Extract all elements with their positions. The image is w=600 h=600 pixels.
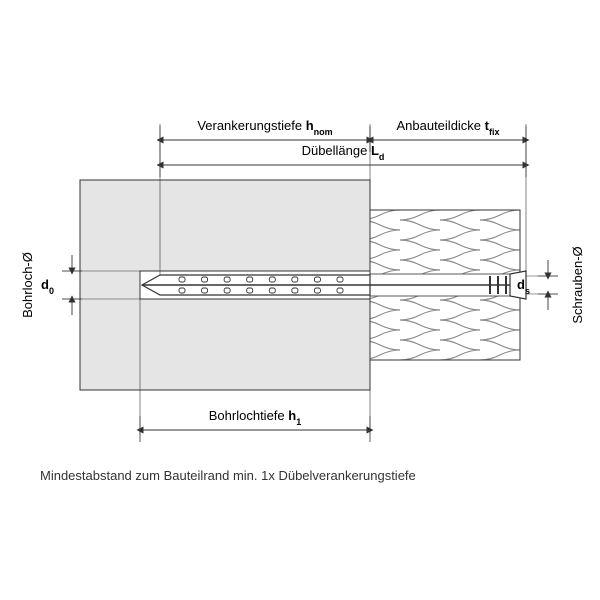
footnote: Mindestabstand zum Bauteilrand min. 1x D… xyxy=(40,468,416,483)
dim-ld: Dübellänge Ld xyxy=(302,143,385,162)
dim-h1: Bohrlochtiefe h1 xyxy=(209,408,301,427)
dim-d0-label: Bohrloch-Ø xyxy=(20,252,35,318)
dim-hnom: Verankerungstiefe hnom xyxy=(197,118,332,137)
dim-ds-label: Schrauben-Ø xyxy=(570,246,585,323)
dim-tfix: Anbauteildicke tfix xyxy=(396,118,499,137)
dim-d0-symbol: d0 xyxy=(41,277,54,296)
